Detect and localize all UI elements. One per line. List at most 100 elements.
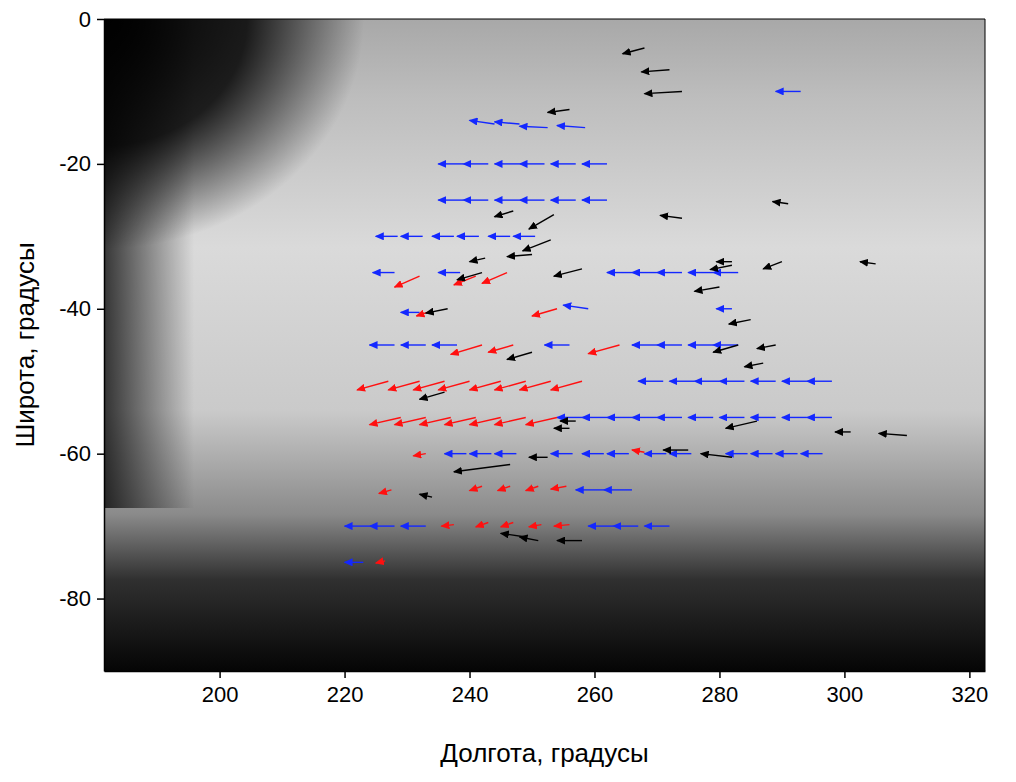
y-tick-label: -60: [59, 441, 91, 466]
wind-arrow: [376, 236, 398, 237]
wind-arrow: [582, 417, 607, 418]
wind-arrow: [773, 202, 789, 204]
arrow-series: [345, 91, 832, 562]
y-tick: -20: [59, 151, 104, 176]
wind-arrow: [641, 70, 669, 72]
x-tick-mark: [344, 671, 346, 678]
x-tick-mark: [594, 671, 596, 678]
wind-arrow: [576, 489, 604, 490]
wind-arrow: [470, 381, 501, 390]
y-tick-label: 0: [79, 7, 91, 32]
wind-arrow: [632, 344, 657, 345]
x-axis-line: [105, 671, 986, 673]
wind-arrow: [644, 91, 681, 93]
arrows: [345, 48, 907, 563]
x-tick-mark: [844, 671, 846, 678]
wind-arrow: [495, 122, 520, 124]
frame: [104, 19, 985, 20]
wind-arrow: [719, 381, 744, 382]
wind-arrow: [551, 486, 567, 489]
x-tick-mark: [969, 671, 971, 678]
wind-arrow: [613, 525, 638, 526]
wind-arrow: [495, 163, 520, 164]
y-axis-line: [104, 20, 106, 672]
wind-arrow: [507, 254, 532, 256]
wind-arrow: [607, 453, 629, 454]
wind-arrow: [657, 417, 682, 418]
wind-arrow: [563, 305, 588, 309]
wind-arrow: [632, 272, 657, 273]
wind-arrow: [726, 453, 748, 454]
x-tick-mark: [469, 671, 471, 678]
wind-arrow: [751, 417, 776, 418]
wind-arrow: [551, 199, 576, 200]
wind-arrow: [438, 272, 460, 273]
wind-arrow: [582, 453, 604, 454]
wind-arrow: [644, 453, 666, 454]
wind-arrow: [663, 449, 688, 450]
wind-arrow: [688, 272, 713, 273]
x-tick: 220: [327, 671, 364, 707]
y-tick: -80: [59, 586, 104, 611]
wind-arrow: [454, 465, 510, 472]
wind-arrow: [470, 258, 486, 262]
wind-arrow: [657, 344, 682, 345]
wind-arrow: [744, 363, 763, 367]
wind-arrow: [751, 453, 773, 454]
wind-arrow: [520, 126, 548, 127]
wind-arrow: [607, 417, 632, 418]
wind-arrow: [604, 489, 632, 490]
wind-arrow: [807, 381, 832, 382]
wind-arrow: [495, 417, 526, 424]
wind-arrow: [529, 457, 548, 458]
wind-arrow: [463, 163, 488, 164]
wind-arrow: [688, 344, 713, 345]
wind-arrow: [520, 537, 539, 541]
wind-arrow: [413, 381, 444, 390]
y-tick-label: -40: [59, 296, 91, 321]
x-tick-label: 300: [827, 682, 864, 707]
y-tick-label: -20: [59, 151, 91, 176]
wind-arrow: [688, 417, 713, 418]
wind-arrow: [835, 431, 851, 432]
wind-arrow: [420, 417, 451, 424]
wind-arrow: [501, 522, 513, 526]
wind-arrow: [669, 453, 691, 454]
wind-arrow: [370, 344, 395, 345]
wind-arrow: [420, 494, 432, 497]
x-tick-label: 220: [327, 682, 364, 707]
wind-arrow: [507, 352, 532, 359]
x-axis-title: Долгота, градусы: [440, 738, 648, 768]
wind-arrow: [644, 525, 669, 526]
wind-arrow: [660, 215, 682, 218]
wind-arrow: [729, 320, 751, 324]
x-tick: 320: [952, 671, 989, 707]
wind-arrow: [782, 381, 807, 382]
wind-arrow: [529, 215, 554, 229]
wind-arrow: [488, 236, 510, 237]
wind-arrow: [513, 236, 535, 237]
wind-arrow: [548, 110, 570, 113]
wind-arrow: [807, 417, 832, 418]
wind-arrow: [495, 453, 517, 454]
wind-arrow: [495, 199, 520, 200]
wind-arrow: [557, 540, 582, 541]
wind-arrow: [776, 453, 798, 454]
arrow-series: [357, 273, 644, 564]
wind-arrow: [426, 309, 448, 313]
wind-arrow: [623, 48, 645, 54]
wind-arrow: [776, 91, 801, 92]
wind-arrow: [457, 273, 482, 280]
x-tick-label: 260: [577, 682, 614, 707]
wind-arrow: [588, 525, 613, 526]
wind-arrow: [694, 287, 719, 291]
wind-arrow: [529, 525, 541, 527]
wind-arrow: [554, 525, 570, 526]
wind-arrow: [588, 345, 619, 354]
y-tick-mark: [97, 598, 104, 600]
wind-arrow: [638, 381, 663, 382]
wind-arrow: [401, 312, 420, 313]
y-tick-mark: [97, 19, 104, 21]
wind-arrow: [451, 345, 482, 354]
wind-arrow: [607, 272, 632, 273]
